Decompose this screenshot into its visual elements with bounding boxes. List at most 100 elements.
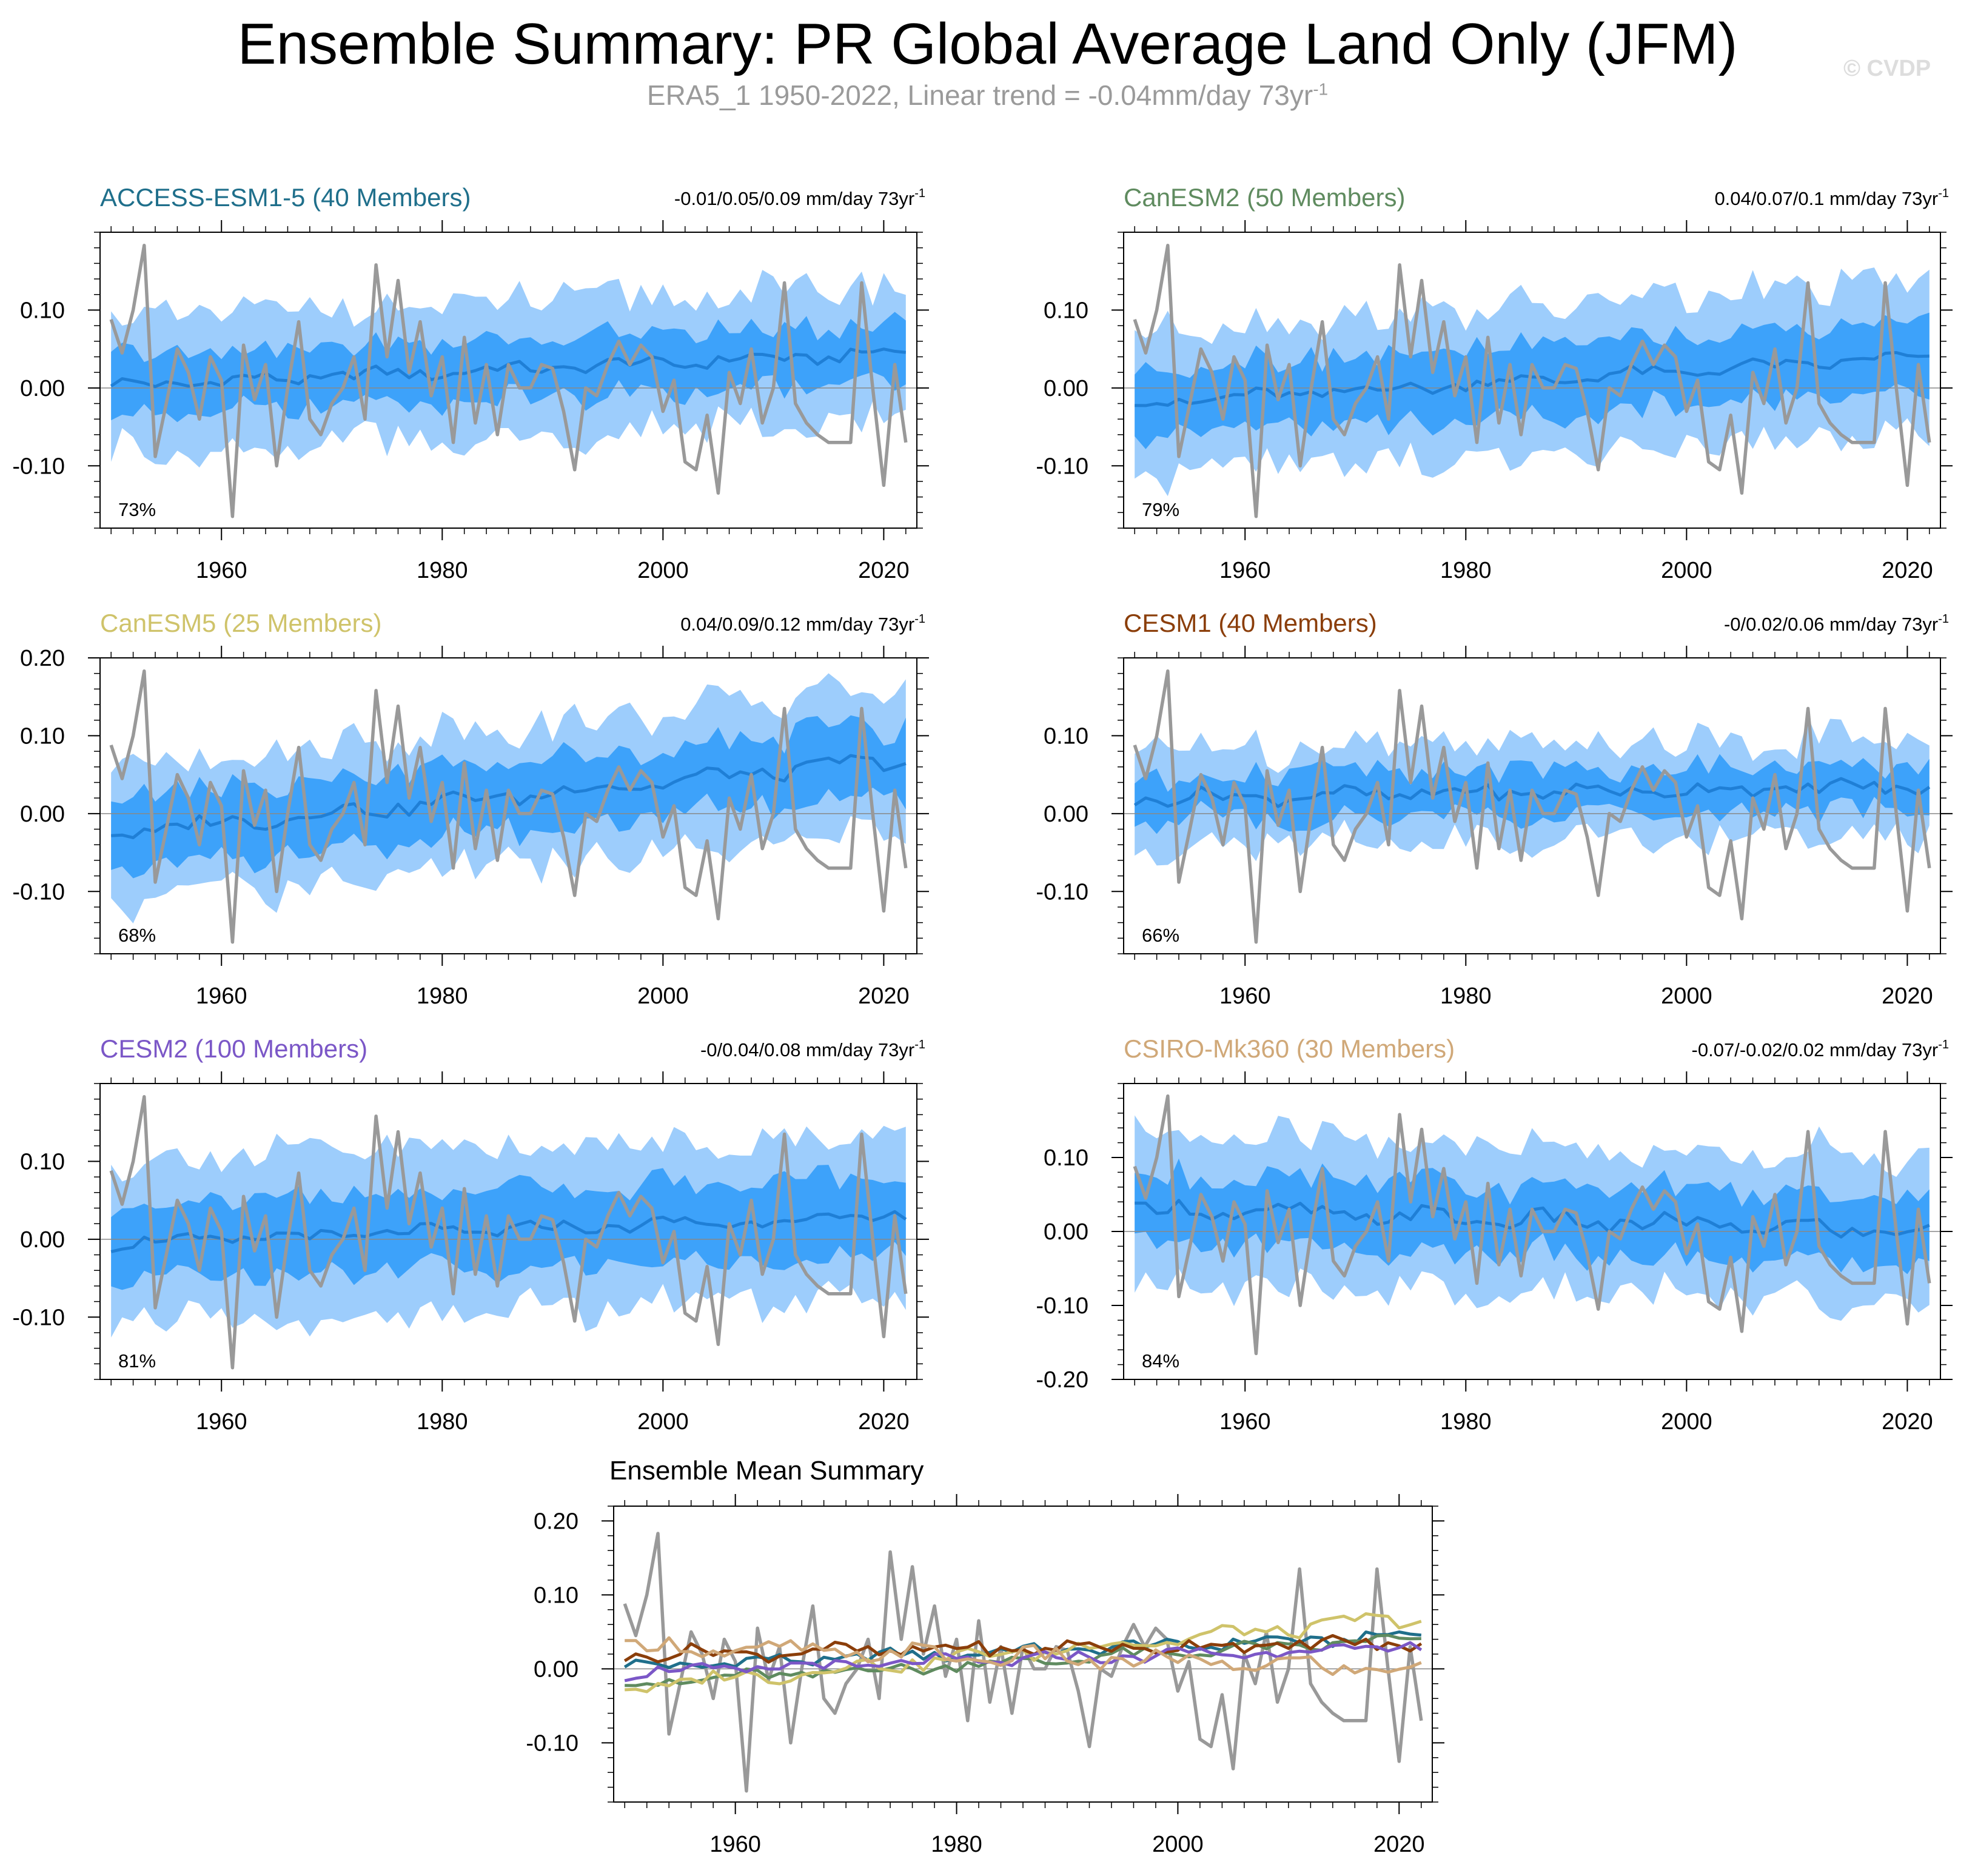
x-tick-label: 1960 xyxy=(196,558,247,583)
panel-title: CanESM5 (25 Members) xyxy=(100,609,381,637)
y-tick-label: 0.00 xyxy=(1044,376,1088,401)
y-tick-label: -0.10 xyxy=(1036,879,1088,905)
plot-area xyxy=(100,669,917,944)
x-tick-label: 2000 xyxy=(1661,983,1712,1009)
y-tick-label: -0.20 xyxy=(1036,1367,1088,1393)
ensemble-mean-line xyxy=(110,1210,907,1253)
subtitle-text: ERA5_1 1950-2022, Linear trend = -0.04mm… xyxy=(646,79,1313,111)
x-tick-label: 1960 xyxy=(1219,558,1271,583)
panel-title: ACCESS-ESM1-5 (40 Members) xyxy=(100,183,471,212)
percent-label: 66% xyxy=(1142,925,1179,946)
watermark: © CVDP xyxy=(1843,56,1931,81)
x-tick-label: 1960 xyxy=(196,1409,247,1435)
x-tick-label: 2000 xyxy=(1661,558,1712,583)
ensemble-mean-series-4 xyxy=(623,1634,1423,1664)
x-tick-label: 1980 xyxy=(1440,1409,1492,1435)
x-tick-label: 1960 xyxy=(709,1832,761,1857)
trend-label: -0.07/-0.02/0.02 mm/day 73yr-1 xyxy=(1692,1038,1949,1060)
trend-label: 0.04/0.07/0.1 mm/day 73yr-1 xyxy=(1714,187,1949,209)
observation-line xyxy=(109,1095,908,1370)
x-tick-label: 1960 xyxy=(1219,1409,1271,1435)
observation-line xyxy=(109,669,908,944)
y-tick-label: 0.10 xyxy=(20,723,65,749)
trend-label: -0.01/0.05/0.09 mm/day 73yr-1 xyxy=(674,187,925,209)
y-tick-label: -0.10 xyxy=(1036,1293,1088,1319)
y-tick-label: -0.10 xyxy=(12,454,65,479)
chart-panel-4: CESM1 (40 Members) -0/0.02/0.06 mm/day 73… xyxy=(1036,609,1953,1009)
y-tick-label: 0.20 xyxy=(534,1509,578,1534)
y-tick-label: 0.00 xyxy=(20,1227,65,1253)
trend-text: 0.04/0.07/0.1 mm/day 73yr xyxy=(1714,188,1938,209)
trend-exponent: -1 xyxy=(914,612,925,626)
x-tick-label: 1960 xyxy=(196,983,247,1009)
trend-label: -0/0.02/0.06 mm/day 73yr-1 xyxy=(1724,612,1949,635)
x-tick-label: 2000 xyxy=(1661,1409,1712,1435)
y-tick-label: -0.10 xyxy=(12,879,65,905)
page-title: Ensemble Summary: PR Global Average Land… xyxy=(237,12,1738,76)
percent-label: 79% xyxy=(1142,499,1179,520)
x-tick-label: 2020 xyxy=(858,983,910,1009)
subtitle-exponent: -1 xyxy=(1313,79,1329,99)
observation-line xyxy=(1133,669,1931,944)
x-tick-label: 1960 xyxy=(1219,983,1271,1009)
x-tick-label: 1980 xyxy=(1440,983,1492,1009)
observation-line xyxy=(109,244,908,518)
plot-area xyxy=(100,1095,917,1370)
trend-text: -0/0.04/0.08 mm/day 73yr xyxy=(700,1039,914,1060)
trend-exponent: -1 xyxy=(914,1038,925,1051)
observation-line xyxy=(623,1532,1423,1793)
chart-panel-6: CSIRO-Mk360 (30 Members) -0.07/-0.02/0.02… xyxy=(1036,1034,1953,1435)
y-tick-label: -0.10 xyxy=(12,1305,65,1330)
chart-panel-3: CanESM5 (25 Members) 0.04/0.09/0.12 mm/da… xyxy=(12,609,929,1009)
x-tick-label: 1980 xyxy=(417,1409,468,1435)
y-tick-label: 0.10 xyxy=(20,1149,65,1174)
y-tick-label: 0.00 xyxy=(20,376,65,401)
plot-area xyxy=(1124,244,1940,518)
x-tick-label: 2020 xyxy=(1882,558,1933,583)
plot-area xyxy=(614,1532,1432,1793)
ensemble-mean-series-6 xyxy=(625,1636,1422,1677)
plot-area xyxy=(1124,1094,1940,1356)
trend-exponent: -1 xyxy=(1938,612,1949,626)
observation-line xyxy=(1133,1094,1931,1356)
page-subtitle: ERA5_1 1950-2022, Linear trend = -0.04mm… xyxy=(0,79,1975,112)
trend-text: -0.01/0.05/0.09 mm/day 73yr xyxy=(674,188,914,209)
chart-panel-7: Ensemble Mean Summary 1960 1980 2000 2020 -0.… xyxy=(526,1456,1444,1857)
x-tick-label: 1980 xyxy=(417,558,468,583)
ensemble-mean-line xyxy=(1135,351,1930,407)
x-tick-label: 1980 xyxy=(931,1832,982,1857)
x-tick-label: 2020 xyxy=(858,1409,910,1435)
x-tick-label: 2000 xyxy=(637,1409,689,1435)
trend-exponent: -1 xyxy=(1938,1038,1949,1051)
panel-title: CanESM2 (50 Members) xyxy=(1124,183,1405,212)
chart-panel-1: ACCESS-ESM1-5 (40 Members) -0.01/0.05/0.0… xyxy=(12,183,929,583)
y-tick-label: -0.10 xyxy=(526,1730,578,1756)
trend-label: 0.04/0.09/0.12 mm/day 73yr-1 xyxy=(680,612,925,635)
plot-area xyxy=(100,244,917,518)
y-tick-label: 0.00 xyxy=(20,802,65,827)
observation-line xyxy=(1133,244,1931,518)
percent-label: 84% xyxy=(1142,1350,1179,1372)
panel-title: CSIRO-Mk360 (30 Members) xyxy=(1124,1034,1455,1063)
trend-text: -0/0.02/0.06 mm/day 73yr xyxy=(1724,614,1938,635)
percent-label: 81% xyxy=(118,1350,156,1372)
panel-title: CESM2 (100 Members) xyxy=(100,1034,367,1063)
trend-text: 0.04/0.09/0.12 mm/day 73yr xyxy=(680,614,914,635)
panel-title: Ensemble Mean Summary xyxy=(609,1456,924,1486)
y-tick-label: 0.20 xyxy=(20,646,65,671)
y-tick-label: 0.10 xyxy=(1044,1145,1088,1171)
y-tick-label: 0.10 xyxy=(534,1583,578,1608)
x-tick-label: 2000 xyxy=(637,983,689,1009)
panel-title: CESM1 (40 Members) xyxy=(1124,609,1377,637)
x-tick-label: 2020 xyxy=(1373,1832,1425,1857)
trend-text: -0.07/-0.02/0.02 mm/day 73yr xyxy=(1692,1039,1939,1060)
percent-label: 73% xyxy=(118,499,156,520)
x-tick-label: 2020 xyxy=(1882,983,1933,1009)
x-tick-label: 2020 xyxy=(1882,1409,1933,1435)
x-tick-label: 1980 xyxy=(1440,558,1492,583)
trend-exponent: -1 xyxy=(1938,187,1949,200)
x-tick-label: 2000 xyxy=(637,558,689,583)
y-tick-label: 0.00 xyxy=(1044,802,1088,827)
y-tick-label: 0.10 xyxy=(1044,298,1088,323)
